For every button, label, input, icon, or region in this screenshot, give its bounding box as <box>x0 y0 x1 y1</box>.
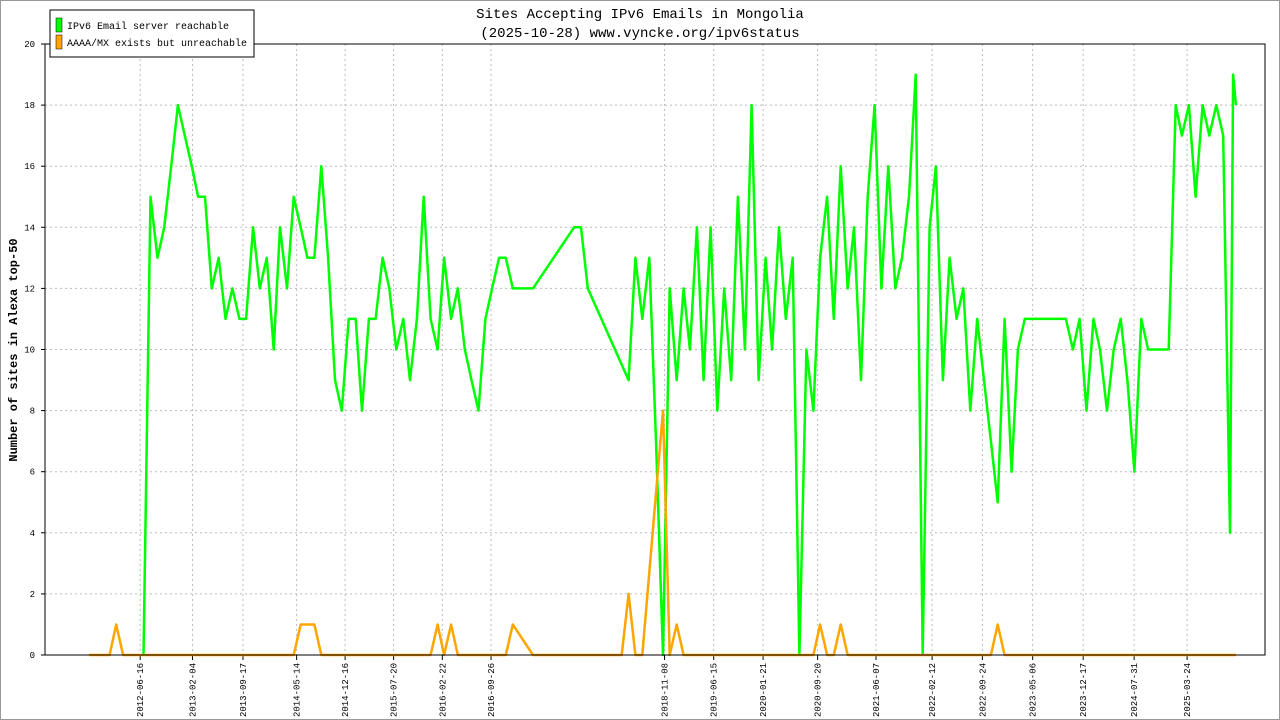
y-tick-label: 10 <box>24 346 35 356</box>
x-tick-label: 2022-02-12 <box>928 663 938 717</box>
y-tick-label: 6 <box>30 468 35 478</box>
x-tick-label: 2021-06-07 <box>872 663 882 717</box>
series-line <box>89 409 1236 657</box>
y-tick-label: 18 <box>24 101 35 111</box>
plot-frame <box>44 43 1266 656</box>
x-tick-label: 2013-02-04 <box>188 663 198 717</box>
x-tick-label: 2023-12-17 <box>1079 663 1089 717</box>
y-tick-label: 2 <box>30 590 35 600</box>
plot <box>89 73 1238 657</box>
x-tick-label: 2023-05-06 <box>1029 663 1039 717</box>
chart-title: Sites Accepting IPv6 Emails in Mongolia <box>476 7 804 23</box>
x-tick-label: 2018-11-08 <box>661 663 671 717</box>
x-tick-label: 2016-02-22 <box>438 663 448 717</box>
legend-swatch <box>55 17 63 33</box>
x-tick-label: 2025-03-24 <box>1183 663 1193 717</box>
y-tick-label: 0 <box>30 651 35 661</box>
x-tick-label: 2020-09-20 <box>814 663 824 717</box>
legend-swatch <box>55 34 63 50</box>
y-tick-label: 16 <box>24 162 35 172</box>
x-tick-label: 2020-01-21 <box>759 663 769 717</box>
x-tick-label: 2014-05-14 <box>293 663 303 717</box>
x-tick-label: 2016-09-26 <box>487 663 497 717</box>
y-tick-label: 12 <box>24 284 35 294</box>
y-tick-label: 20 <box>24 40 35 50</box>
legend-label: AAAA/MX exists but unreachable <box>67 38 247 50</box>
chart-subtitle: (2025-10-28) www.vyncke.org/ipv6status <box>480 26 799 42</box>
y-tick-label: 14 <box>24 223 35 233</box>
x-tick-label: 2012-06-16 <box>136 663 146 717</box>
y-axis-label: Number of sites in Alexa top-50 <box>7 238 21 461</box>
legend: IPv6 Email server reachable AAAA/MX exist… <box>49 9 255 58</box>
legend-box <box>49 9 255 58</box>
y-tick-label: 4 <box>30 529 35 539</box>
y-tick-label: 8 <box>30 407 35 417</box>
x-tick-label: 2019-06-15 <box>710 663 720 717</box>
x-tick-label: 2015-07-20 <box>390 663 400 717</box>
x-tick-label: 2013-09-17 <box>239 663 249 717</box>
legend-label: IPv6 Email server reachable <box>67 21 229 33</box>
x-tick-label: 2024-07-31 <box>1130 663 1140 717</box>
series-line <box>142 73 1238 657</box>
x-tick-label: 2022-09-24 <box>978 663 988 717</box>
x-tick-label: 2014-12-16 <box>341 663 351 717</box>
